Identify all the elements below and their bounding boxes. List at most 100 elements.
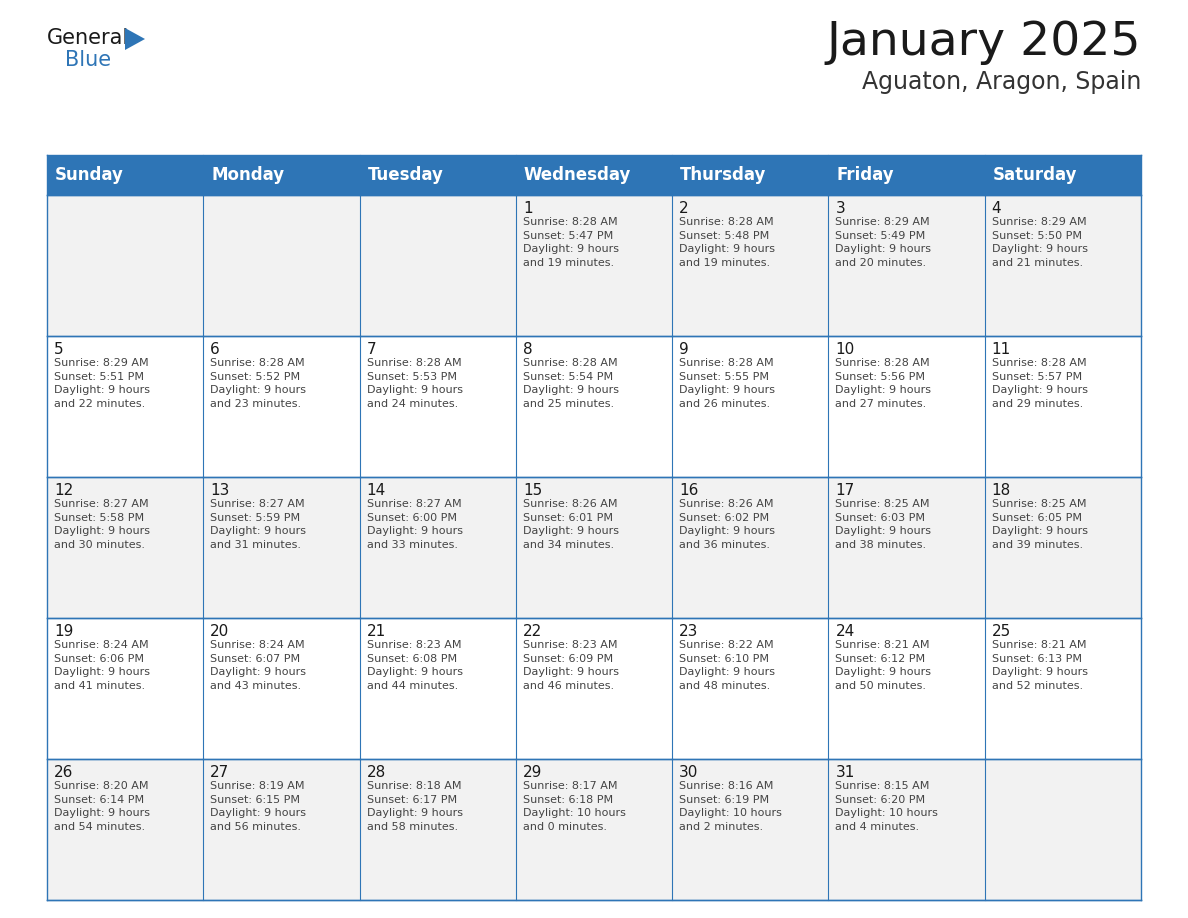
Bar: [985, 759, 1140, 900]
Text: 23: 23: [680, 624, 699, 639]
Text: Sunrise: 8:27 AM
Sunset: 5:59 PM
Daylight: 9 hours
and 31 minutes.: Sunrise: 8:27 AM Sunset: 5:59 PM Dayligh…: [210, 499, 307, 550]
Text: Sunrise: 8:27 AM
Sunset: 6:00 PM
Daylight: 9 hours
and 33 minutes.: Sunrise: 8:27 AM Sunset: 6:00 PM Dayligh…: [367, 499, 462, 550]
Text: 18: 18: [992, 483, 1011, 498]
Bar: [672, 155, 828, 195]
Text: Sunrise: 8:25 AM
Sunset: 6:05 PM
Daylight: 9 hours
and 39 minutes.: Sunrise: 8:25 AM Sunset: 6:05 PM Dayligh…: [992, 499, 1088, 550]
Text: Sunrise: 8:21 AM
Sunset: 6:12 PM
Daylight: 9 hours
and 50 minutes.: Sunrise: 8:21 AM Sunset: 6:12 PM Dayligh…: [835, 640, 931, 691]
Text: Sunrise: 8:23 AM
Sunset: 6:09 PM
Daylight: 9 hours
and 46 minutes.: Sunrise: 8:23 AM Sunset: 6:09 PM Dayligh…: [523, 640, 619, 691]
Text: 13: 13: [210, 483, 229, 498]
Bar: [360, 618, 516, 759]
Bar: [828, 336, 985, 477]
Text: Sunrise: 8:23 AM
Sunset: 6:08 PM
Daylight: 9 hours
and 44 minutes.: Sunrise: 8:23 AM Sunset: 6:08 PM Dayligh…: [367, 640, 462, 691]
Bar: [516, 336, 672, 477]
Bar: [48, 155, 203, 195]
Text: 31: 31: [835, 765, 855, 780]
Text: Sunday: Sunday: [55, 166, 124, 184]
Text: 12: 12: [53, 483, 74, 498]
Text: 1: 1: [523, 201, 532, 216]
Bar: [203, 336, 360, 477]
Text: 20: 20: [210, 624, 229, 639]
Bar: [985, 195, 1140, 336]
Text: Friday: Friday: [836, 166, 895, 184]
Text: 17: 17: [835, 483, 854, 498]
Bar: [48, 618, 203, 759]
Polygon shape: [125, 28, 145, 50]
Text: Wednesday: Wednesday: [524, 166, 631, 184]
Text: 19: 19: [53, 624, 74, 639]
Bar: [360, 195, 516, 336]
Text: 28: 28: [367, 765, 386, 780]
Bar: [203, 759, 360, 900]
Text: 3: 3: [835, 201, 845, 216]
Text: Sunrise: 8:28 AM
Sunset: 5:52 PM
Daylight: 9 hours
and 23 minutes.: Sunrise: 8:28 AM Sunset: 5:52 PM Dayligh…: [210, 358, 307, 409]
Bar: [48, 336, 203, 477]
Text: 2: 2: [680, 201, 689, 216]
Text: 11: 11: [992, 342, 1011, 357]
Text: 9: 9: [680, 342, 689, 357]
Text: 16: 16: [680, 483, 699, 498]
Text: 5: 5: [53, 342, 64, 357]
Bar: [203, 477, 360, 618]
Text: 21: 21: [367, 624, 386, 639]
Text: Sunrise: 8:28 AM
Sunset: 5:53 PM
Daylight: 9 hours
and 24 minutes.: Sunrise: 8:28 AM Sunset: 5:53 PM Dayligh…: [367, 358, 462, 409]
Text: Sunrise: 8:25 AM
Sunset: 6:03 PM
Daylight: 9 hours
and 38 minutes.: Sunrise: 8:25 AM Sunset: 6:03 PM Dayligh…: [835, 499, 931, 550]
Bar: [985, 477, 1140, 618]
Text: Sunrise: 8:28 AM
Sunset: 5:56 PM
Daylight: 9 hours
and 27 minutes.: Sunrise: 8:28 AM Sunset: 5:56 PM Dayligh…: [835, 358, 931, 409]
Bar: [48, 195, 203, 336]
Text: Sunrise: 8:29 AM
Sunset: 5:50 PM
Daylight: 9 hours
and 21 minutes.: Sunrise: 8:29 AM Sunset: 5:50 PM Dayligh…: [992, 217, 1088, 268]
Text: 15: 15: [523, 483, 542, 498]
Text: 26: 26: [53, 765, 74, 780]
Bar: [516, 477, 672, 618]
Text: Sunrise: 8:26 AM
Sunset: 6:01 PM
Daylight: 9 hours
and 34 minutes.: Sunrise: 8:26 AM Sunset: 6:01 PM Dayligh…: [523, 499, 619, 550]
Text: Tuesday: Tuesday: [367, 166, 443, 184]
Bar: [360, 155, 516, 195]
Text: Sunrise: 8:16 AM
Sunset: 6:19 PM
Daylight: 10 hours
and 2 minutes.: Sunrise: 8:16 AM Sunset: 6:19 PM Dayligh…: [680, 781, 782, 832]
Text: Sunrise: 8:19 AM
Sunset: 6:15 PM
Daylight: 9 hours
and 56 minutes.: Sunrise: 8:19 AM Sunset: 6:15 PM Dayligh…: [210, 781, 307, 832]
Text: Sunrise: 8:27 AM
Sunset: 5:58 PM
Daylight: 9 hours
and 30 minutes.: Sunrise: 8:27 AM Sunset: 5:58 PM Dayligh…: [53, 499, 150, 550]
Text: Sunrise: 8:15 AM
Sunset: 6:20 PM
Daylight: 10 hours
and 4 minutes.: Sunrise: 8:15 AM Sunset: 6:20 PM Dayligh…: [835, 781, 939, 832]
Bar: [828, 477, 985, 618]
Text: Sunrise: 8:26 AM
Sunset: 6:02 PM
Daylight: 9 hours
and 36 minutes.: Sunrise: 8:26 AM Sunset: 6:02 PM Dayligh…: [680, 499, 775, 550]
Bar: [985, 336, 1140, 477]
Text: 10: 10: [835, 342, 854, 357]
Text: 14: 14: [367, 483, 386, 498]
Text: Sunrise: 8:28 AM
Sunset: 5:54 PM
Daylight: 9 hours
and 25 minutes.: Sunrise: 8:28 AM Sunset: 5:54 PM Dayligh…: [523, 358, 619, 409]
Text: Sunrise: 8:21 AM
Sunset: 6:13 PM
Daylight: 9 hours
and 52 minutes.: Sunrise: 8:21 AM Sunset: 6:13 PM Dayligh…: [992, 640, 1088, 691]
Bar: [985, 155, 1140, 195]
Bar: [203, 618, 360, 759]
Bar: [672, 336, 828, 477]
Text: 7: 7: [367, 342, 377, 357]
Text: 4: 4: [992, 201, 1001, 216]
Bar: [203, 195, 360, 336]
Bar: [672, 759, 828, 900]
Text: Sunrise: 8:24 AM
Sunset: 6:07 PM
Daylight: 9 hours
and 43 minutes.: Sunrise: 8:24 AM Sunset: 6:07 PM Dayligh…: [210, 640, 307, 691]
Text: Monday: Monday: [211, 166, 284, 184]
Bar: [516, 618, 672, 759]
Text: 25: 25: [992, 624, 1011, 639]
Bar: [360, 759, 516, 900]
Text: 24: 24: [835, 624, 854, 639]
Bar: [828, 759, 985, 900]
Bar: [203, 155, 360, 195]
Bar: [360, 477, 516, 618]
Text: Sunrise: 8:22 AM
Sunset: 6:10 PM
Daylight: 9 hours
and 48 minutes.: Sunrise: 8:22 AM Sunset: 6:10 PM Dayligh…: [680, 640, 775, 691]
Text: 22: 22: [523, 624, 542, 639]
Bar: [48, 477, 203, 618]
Text: Blue: Blue: [65, 50, 112, 70]
Text: 8: 8: [523, 342, 532, 357]
Text: Sunrise: 8:28 AM
Sunset: 5:47 PM
Daylight: 9 hours
and 19 minutes.: Sunrise: 8:28 AM Sunset: 5:47 PM Dayligh…: [523, 217, 619, 268]
Bar: [360, 336, 516, 477]
Bar: [516, 759, 672, 900]
Text: January 2025: January 2025: [827, 20, 1140, 65]
Text: Sunrise: 8:18 AM
Sunset: 6:17 PM
Daylight: 9 hours
and 58 minutes.: Sunrise: 8:18 AM Sunset: 6:17 PM Dayligh…: [367, 781, 462, 832]
Text: Sunrise: 8:28 AM
Sunset: 5:55 PM
Daylight: 9 hours
and 26 minutes.: Sunrise: 8:28 AM Sunset: 5:55 PM Dayligh…: [680, 358, 775, 409]
Bar: [516, 195, 672, 336]
Bar: [48, 759, 203, 900]
Bar: [828, 195, 985, 336]
Bar: [985, 618, 1140, 759]
Text: 30: 30: [680, 765, 699, 780]
Text: 27: 27: [210, 765, 229, 780]
Text: 29: 29: [523, 765, 542, 780]
Text: Sunrise: 8:24 AM
Sunset: 6:06 PM
Daylight: 9 hours
and 41 minutes.: Sunrise: 8:24 AM Sunset: 6:06 PM Dayligh…: [53, 640, 150, 691]
Text: Thursday: Thursday: [681, 166, 766, 184]
